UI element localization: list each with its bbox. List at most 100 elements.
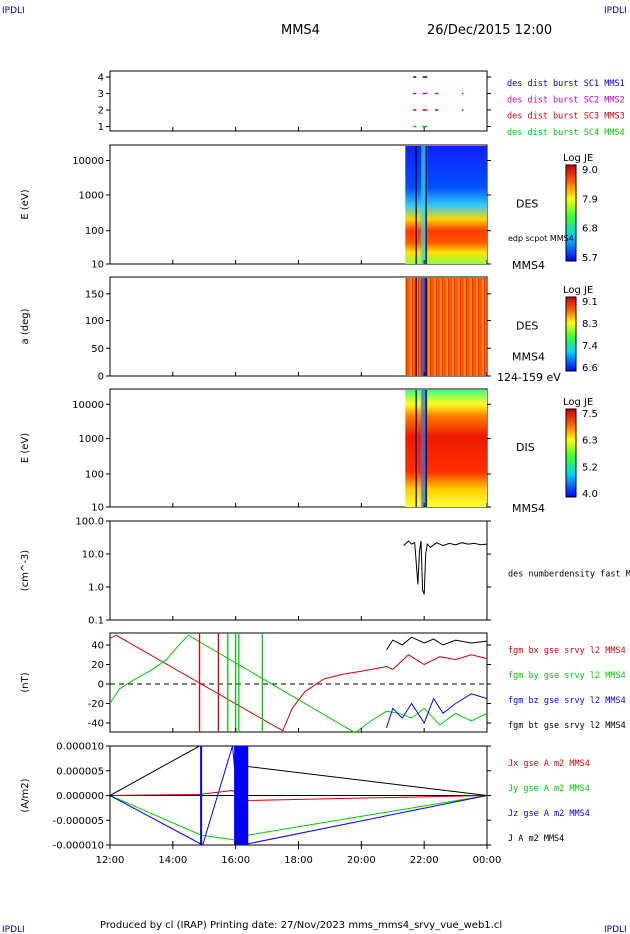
current-line-0 (109, 789, 488, 802)
panel-ylabel: (nT) (20, 672, 31, 692)
panel-ylabel: E (eV) (20, 189, 31, 219)
panel-side-label: DES (516, 320, 538, 333)
colorbar-tick: 6.3 (582, 436, 598, 447)
colorbar-title: Log JE (563, 397, 593, 408)
ytick-label: 3 (98, 89, 104, 100)
panel-probe-label: MMS4 (512, 351, 545, 364)
ytick-label: 0.1 (88, 616, 104, 627)
panel-energy-range: 124-159 eV (497, 371, 561, 384)
ytick-label: 0.000000 (56, 791, 104, 802)
ytick-label: -0.000010 (53, 841, 104, 852)
colorbar-tick: 6.8 (582, 224, 598, 235)
ytick-label: 10000 (72, 400, 104, 411)
ytick-label: 0.000005 (56, 766, 104, 777)
fgm-line-2 (386, 693, 488, 729)
colorbar-tick: 7.9 (582, 194, 598, 205)
ytick-label: 10 (91, 260, 104, 271)
ytick-label: -0.000005 (53, 816, 104, 827)
ytick-label: 150 (85, 289, 104, 300)
ytick-label: 0 (98, 680, 104, 691)
ytick-label: 1000 (79, 190, 104, 201)
time-tick-label: 12:00 (96, 855, 125, 866)
ytick-label: 4 (98, 73, 104, 84)
density-line (403, 540, 488, 595)
current-legend-0: Jx gse A m2 MMS4 (508, 759, 590, 769)
fgm-line-0 (109, 634, 488, 732)
panel-side-label: DIS (516, 441, 535, 454)
ytick-label: 100.0 (75, 517, 104, 528)
current-line-3 (109, 745, 488, 796)
fgm-legend-1: fgm by gse srvy l2 MMS4 (508, 671, 626, 681)
panel-side-label: DES (516, 198, 538, 211)
dis-energy-spectrogram-event-streak (421, 390, 428, 507)
time-tick-label: 14:00 (158, 855, 187, 866)
current-legend-1: Jy gse A m2 MMS4 (508, 784, 590, 794)
colorbar-tick: 7.5 (582, 409, 598, 420)
colorbar-tick: 5.2 (582, 462, 598, 473)
datetime-title: 26/Dec/2015 12:00 (427, 23, 552, 38)
panel-frame-density (109, 520, 488, 621)
colorbar-tick: 7.4 (582, 341, 598, 352)
ytick-label: 10 (91, 503, 104, 514)
des-pitch-spectrogram-event-streak (421, 278, 428, 376)
ytick-label: 10000 (72, 156, 104, 167)
corner-mark-br: IPDLI (604, 925, 627, 934)
colorbar-tick: 9.1 (582, 297, 598, 308)
ytick-label: 0 (98, 372, 104, 383)
panel-probe-label: MMS4 (512, 502, 545, 515)
colorbar-tick: 9.0 (582, 165, 598, 176)
colorbar-tick: 6.6 (582, 363, 598, 374)
colorbar-title: Log JE (563, 153, 593, 164)
ytick-label: -40 (88, 719, 104, 730)
ytick-label: 100 (85, 316, 104, 327)
colorbar (565, 408, 577, 498)
panel-overlay-label: edp scpot MMS4 (508, 234, 574, 243)
panel-ylabel: (A/m2) (20, 778, 31, 812)
fgm-legend-2: fgm bz gse srvy l2 MMS4 (508, 696, 626, 706)
fgm-legend-3: fgm bt gse srvy l2 MMS4 (508, 721, 626, 731)
burst-legend-3: des dist burst SC3 MMS3 (507, 112, 625, 122)
corner-mark-tl: IPDLI (2, 6, 25, 16)
time-tick-label: 20:00 (347, 855, 376, 866)
time-tick-label: 00:00 (473, 855, 502, 866)
current-legend-2: Jz gse A m2 MMS4 (508, 809, 590, 819)
time-tick-label: 18:00 (284, 855, 313, 866)
colorbar-tick: 5.7 (582, 253, 598, 264)
ytick-label: 0.000010 (56, 742, 104, 753)
panel-ylabel: (cm^-3) (20, 550, 31, 591)
dis-energy-spectrogram (405, 390, 487, 507)
des-energy-spectrogram (405, 146, 487, 264)
ytick-label: 1000 (79, 434, 104, 445)
colorbar (565, 296, 577, 372)
corner-mark-bl: IPDLI (2, 925, 25, 934)
current-legend-3: J A m2 MMS4 (508, 834, 564, 844)
corner-mark-tr: IPDLI (604, 6, 627, 16)
des-energy-spectrogram-event-streak (421, 146, 428, 264)
colorbar-title: Log JE (563, 285, 593, 296)
spacecraft-title: MMS4 (281, 23, 320, 38)
ytick-label: 10.0 (82, 550, 104, 561)
panel-frame-fgm (109, 632, 488, 733)
current-burst-block (234, 746, 249, 845)
fgm-legend-0: fgm bx gse srvy l2 MMS4 (508, 646, 626, 656)
colorbar-tick: 8.3 (582, 319, 598, 330)
ytick-label: 20 (91, 660, 104, 671)
ytick-label: 100 (85, 469, 104, 480)
colorbar (565, 164, 577, 262)
time-tick-label: 22:00 (410, 855, 439, 866)
ytick-label: 1.0 (88, 583, 104, 594)
colorbar-tick: 4.0 (582, 489, 598, 500)
ytick-label: 2 (98, 106, 104, 117)
ytick-label: 1 (98, 122, 104, 133)
ytick-label: -20 (88, 699, 104, 710)
panel-probe-label: MMS4 (512, 259, 545, 272)
footer-text: Produced by cl (IRAP) Printing date: 27/… (100, 920, 502, 931)
fgm-line-3 (386, 636, 488, 651)
ytick-label: 40 (91, 641, 104, 652)
panel-ylabel: E (eV) (20, 433, 31, 463)
des-pitch-spectrogram (405, 278, 487, 376)
ytick-label: 100 (85, 226, 104, 237)
burst-legend-1: des dist burst SC1 MMS1 (507, 79, 625, 89)
ytick-label: 50 (91, 344, 104, 355)
